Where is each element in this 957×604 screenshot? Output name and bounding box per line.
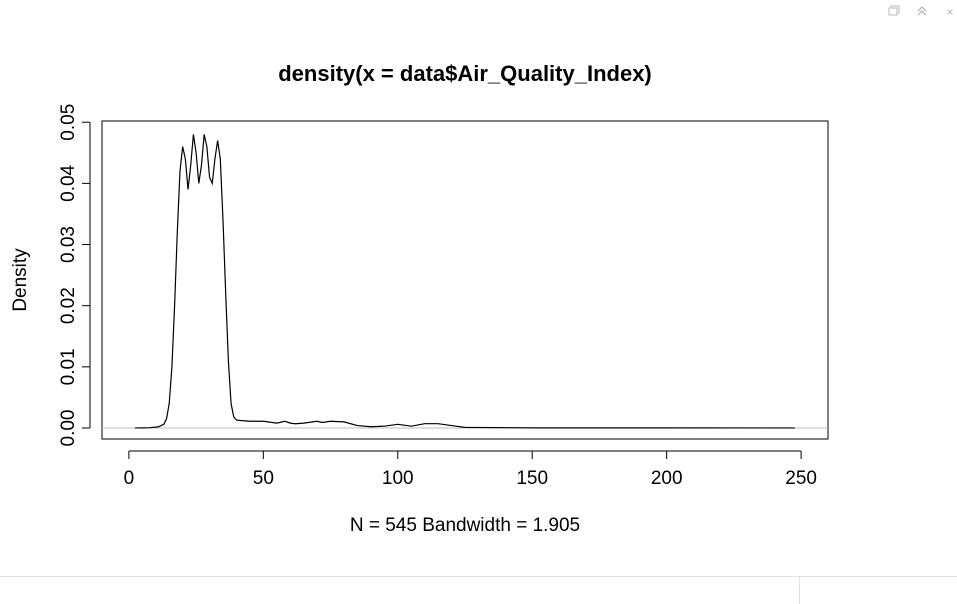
x-tick-label: 0 [124,468,135,489]
y-tick-label: 0.00 [58,410,79,447]
y-axis-label: Density [10,248,31,312]
x-axis-label: N = 545 Bandwidth = 1.905 [350,515,580,536]
density-curve [135,134,795,429]
plot-frame [101,120,829,440]
x-tick-label: 150 [516,468,548,489]
y-tick-label: 0.01 [58,348,79,385]
window-controls: × [887,4,957,20]
density-plot: density(x = data$Air_Quality_Index) 0 50 1… [10,61,829,536]
x-tick-label: 200 [651,468,683,489]
x-tick-label: 250 [785,468,817,489]
y-tick-label: 0.03 [58,226,79,263]
pane-vertical-divider [799,577,800,604]
collapse-icon[interactable] [915,5,929,20]
y-tick-label: 0.04 [58,164,79,201]
y-axis: 0.00 0.01 0.02 0.03 0.04 0.05 [58,104,91,447]
y-tick-label: 0.02 [58,287,79,324]
x-tick-label: 50 [253,468,274,489]
x-axis: 0 50 100 150 200 250 [124,450,817,489]
restore-icon[interactable] [887,5,901,20]
close-icon[interactable]: × [946,5,954,19]
y-tick-label: 0.05 [58,104,79,141]
x-tick-label: 100 [382,468,414,489]
chart-title: density(x = data$Air_Quality_Index) [278,61,652,86]
pane-divider [0,576,957,577]
